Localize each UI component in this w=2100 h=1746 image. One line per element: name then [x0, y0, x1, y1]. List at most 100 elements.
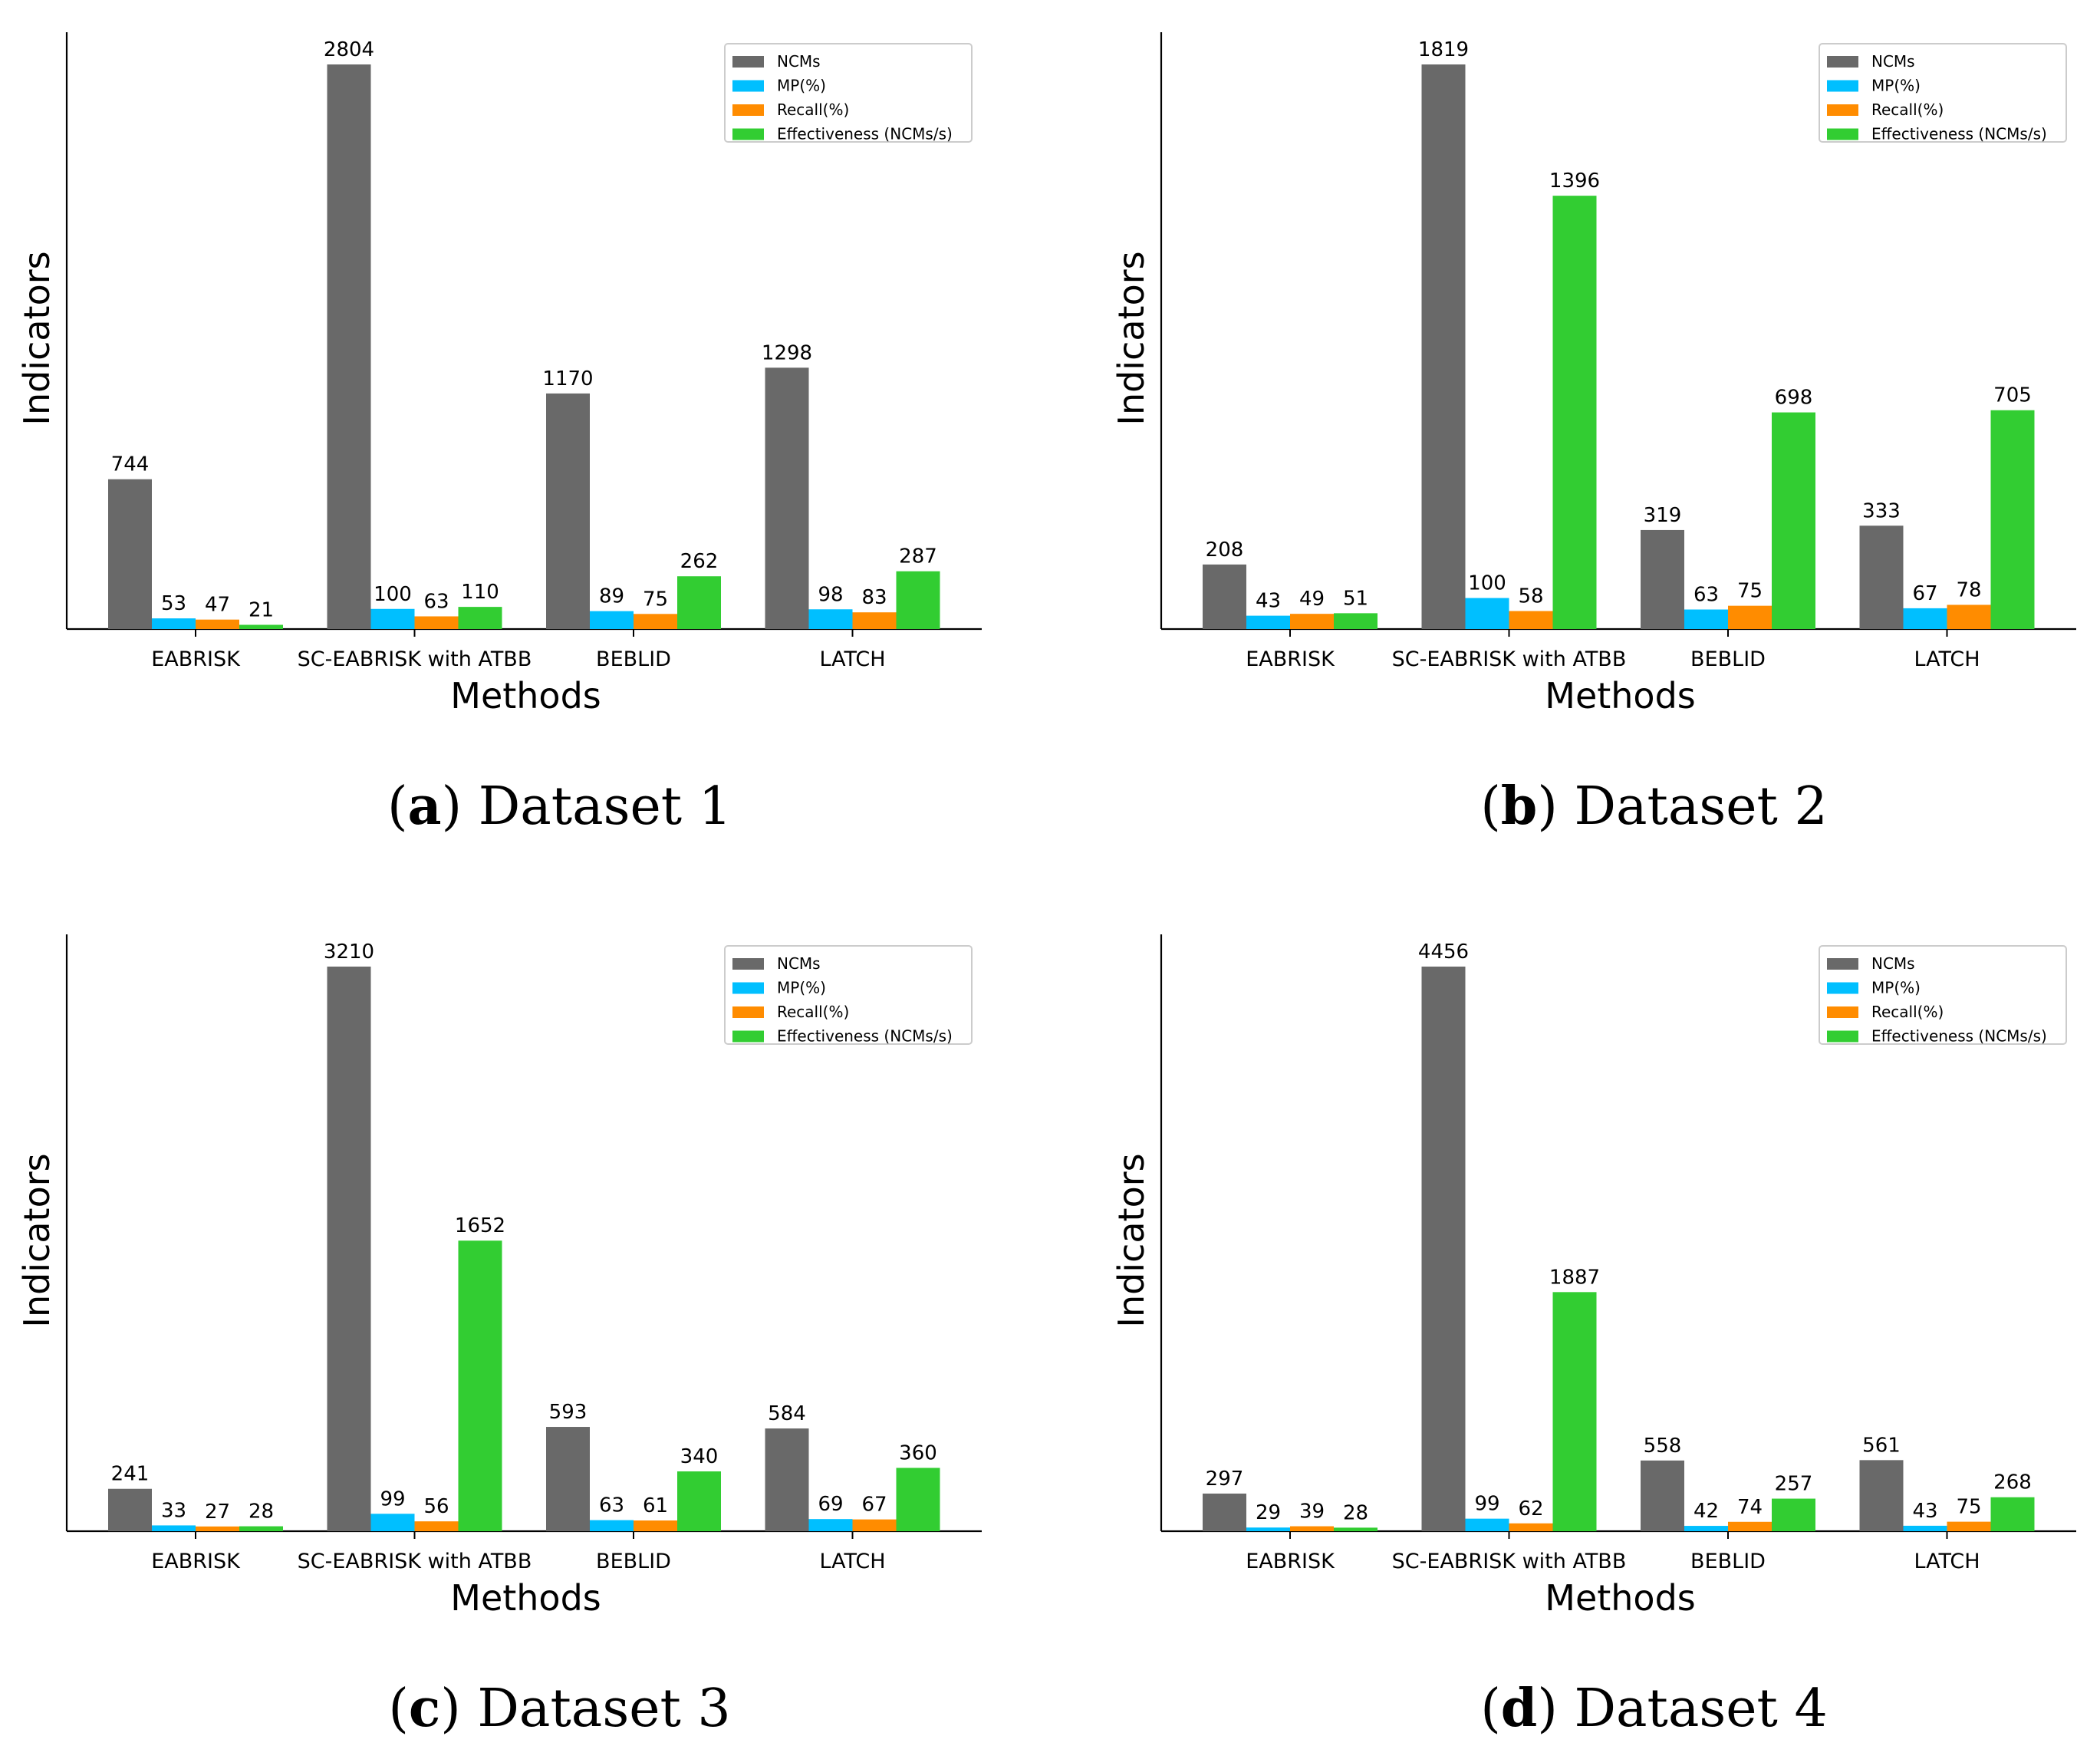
value-label: 28	[1343, 1501, 1368, 1524]
bar-0-0	[1203, 1493, 1246, 1531]
y-axis-title: Indicators	[1111, 1153, 1152, 1327]
chart-panel-1: 744 53 47 21 EABRISK 2804 100 63 110 SC-EABRISK w…	[16, 32, 982, 837]
value-label: 62	[1518, 1497, 1543, 1520]
bar-1-2	[590, 1520, 634, 1531]
x-tick-label: LATCH	[819, 647, 885, 671]
y-axis-title: Indicators	[16, 251, 58, 425]
value-label: 63	[599, 1494, 624, 1517]
caption-letter: c	[409, 1678, 440, 1739]
x-tick-label: LATCH	[819, 1550, 885, 1573]
bar-3-3	[896, 1468, 940, 1531]
value-label: 340	[680, 1445, 719, 1468]
bar-3-0	[239, 624, 283, 629]
legend-frame	[1819, 43, 2067, 143]
value-label: 705	[1993, 384, 2032, 407]
bar-2-1	[414, 1521, 459, 1531]
legend-swatch-2	[1827, 1006, 1858, 1018]
x-tick-label: EABRISK	[1246, 1550, 1335, 1573]
value-label: 83	[861, 586, 887, 609]
legend-swatch-1	[1827, 80, 1858, 92]
legend-frame	[724, 945, 973, 1045]
value-label: 3210	[324, 941, 374, 964]
value-label: 69	[818, 1493, 843, 1516]
legend-label-2: Recall(%)	[1871, 100, 1944, 119]
bar-3-2	[677, 576, 721, 629]
legend-label-1: MP(%)	[1871, 979, 1921, 997]
value-label: 43	[1912, 1500, 1937, 1523]
value-label: 333	[1862, 499, 1901, 522]
value-label: 241	[111, 1463, 150, 1486]
caption-text: Dataset 1	[479, 776, 732, 837]
value-label: 56	[423, 1495, 449, 1518]
legend-swatch-2	[732, 104, 764, 116]
bar-1-2	[1684, 609, 1728, 629]
x-axis-title: Methods	[450, 1577, 601, 1619]
y-axis-title: Indicators	[16, 1153, 58, 1327]
bar-0-2	[1641, 1460, 1684, 1531]
legend-label-0: NCMs	[1871, 954, 1915, 973]
bar-0-3	[765, 1428, 809, 1531]
value-label: 47	[205, 594, 230, 617]
legend-label-2: Recall(%)	[1871, 1003, 1944, 1021]
value-label: 75	[643, 588, 668, 611]
value-label: 1652	[455, 1214, 505, 1237]
bar-0-3	[1859, 525, 1904, 629]
value-label: 63	[423, 590, 449, 613]
value-label: 99	[380, 1487, 405, 1510]
value-label: 27	[205, 1501, 230, 1524]
bar-0-2	[546, 393, 590, 629]
panel-caption: (b) Dataset 2	[1480, 776, 1828, 837]
x-axis-title: Methods	[1545, 675, 1696, 717]
legend: NCMs MP(%) Recall(%) Effectiveness (NCMs/s)	[724, 945, 973, 1046]
legend-label-0: NCMs	[777, 52, 821, 71]
value-label: 28	[249, 1501, 274, 1524]
value-label: 2804	[324, 38, 374, 61]
bar-2-0	[1290, 1526, 1334, 1531]
bar-3-3	[896, 571, 940, 629]
x-tick-label: LATCH	[1914, 1550, 1980, 1573]
bar-0-1	[1421, 64, 1466, 629]
x-tick-label: SC-EABRISK with ATBB	[1392, 1550, 1627, 1573]
legend-label-2: Recall(%)	[777, 1003, 849, 1021]
caption-paren: )	[440, 1678, 477, 1739]
legend-label-3: Effectiveness (NCMs/s)	[1871, 125, 2047, 143]
bar-3-2	[1772, 1498, 1815, 1531]
legend-swatch-3	[732, 128, 764, 140]
x-tick-label: EABRISK	[151, 1550, 241, 1573]
legend: NCMs MP(%) Recall(%) Effectiveness (NCMs/s)	[1819, 43, 2067, 143]
value-label: 100	[1468, 572, 1506, 595]
bar-3-1	[1552, 1292, 1597, 1531]
value-label: 51	[1343, 587, 1368, 610]
x-tick-label: SC-EABRISK with ATBB	[1392, 647, 1627, 671]
bar-1-3	[1903, 1525, 1947, 1531]
value-label: 100	[374, 583, 412, 606]
caption-text: Dataset 4	[1574, 1678, 1827, 1739]
bar-2-1	[414, 616, 459, 629]
legend-frame	[1819, 945, 2067, 1045]
value-label: 1298	[762, 341, 812, 364]
x-tick-label: BEBLID	[596, 1550, 671, 1573]
bar-2-0	[196, 1526, 239, 1531]
bar-2-3	[1947, 1521, 1991, 1531]
bar-3-0	[239, 1526, 283, 1531]
value-label: 74	[1737, 1496, 1763, 1519]
bar-1-3	[808, 1519, 853, 1531]
chart-panel-2: 208 43 49 51 EABRISK 1819 100 58 1396 SC-EABRISK …	[1111, 32, 2076, 837]
bar-3-2	[1772, 412, 1815, 629]
y-axis-title: Indicators	[1111, 251, 1152, 425]
caption-paren: )	[442, 776, 479, 837]
bar-2-2	[1728, 1521, 1772, 1531]
bar-3-3	[1990, 1497, 2035, 1531]
legend: NCMs MP(%) Recall(%) Effectiveness (NCMs/s)	[724, 43, 973, 143]
bar-2-3	[852, 612, 897, 629]
bar-3-1	[458, 1240, 502, 1531]
x-axis-title: Methods	[450, 675, 601, 717]
caption-letter: d	[1501, 1678, 1538, 1739]
value-label: 1396	[1549, 170, 1600, 193]
caption-paren: (	[1480, 1678, 1501, 1739]
value-label: 49	[1299, 588, 1325, 611]
value-label: 561	[1862, 1434, 1901, 1457]
bar-0-3	[765, 367, 809, 629]
legend-swatch-2	[1827, 104, 1858, 116]
